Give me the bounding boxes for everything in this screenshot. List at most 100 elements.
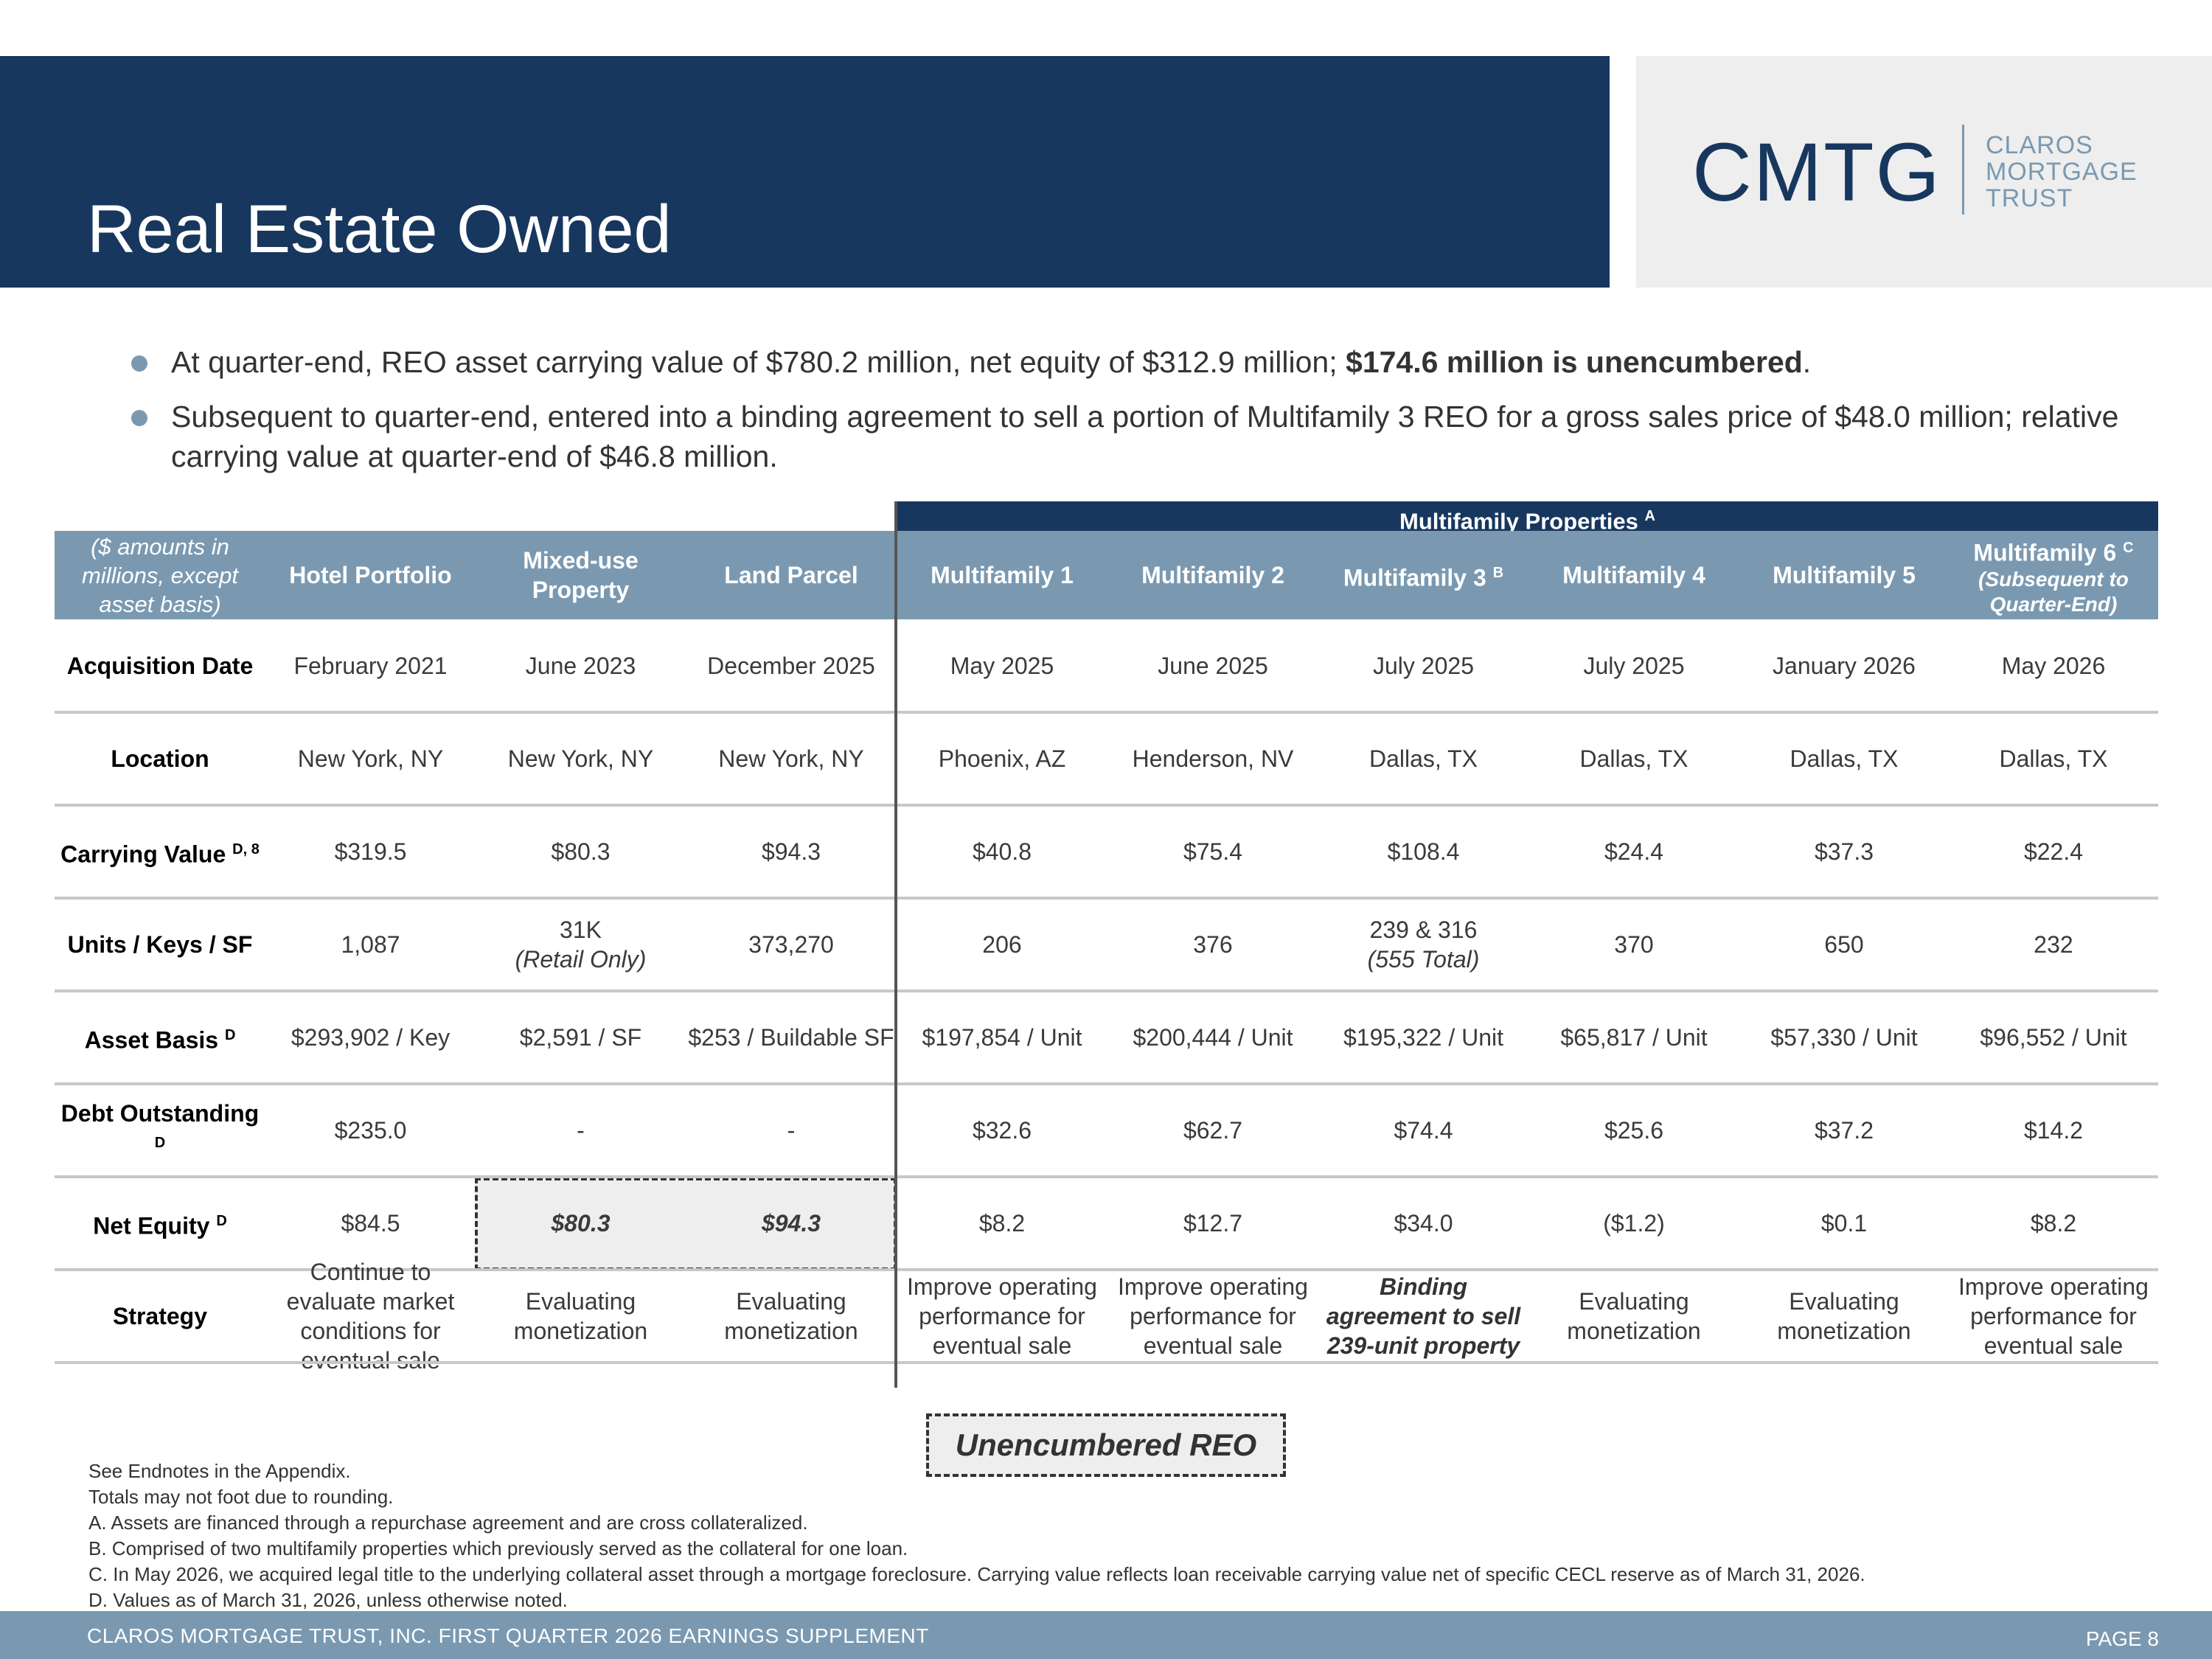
table-cell-content: 206 <box>982 930 1021 959</box>
table-cell-content: Binding agreement to sell 239-unit prope… <box>1318 1272 1528 1360</box>
table-cell-content: $253 / Buildable SF <box>688 1023 894 1052</box>
column-header-text: Multifamily 4 <box>1562 560 1705 590</box>
table-cell-content: Improve operating performance for eventu… <box>897 1272 1107 1360</box>
table-cell-content: New York, NY <box>718 744 863 773</box>
logo-words: CLAROS MORTGAGE TRUST <box>1986 132 2138 212</box>
table-cell: $75.4 <box>1107 805 1318 898</box>
table-cell-content: $235.0 <box>335 1116 407 1145</box>
table-cell: - <box>476 1084 686 1177</box>
table-cell-content: $62.7 <box>1183 1116 1242 1145</box>
row-divider <box>55 1268 2158 1271</box>
table-cell-content: Improve operating performance for eventu… <box>1949 1272 2158 1360</box>
page-title: Real Estate Owned <box>87 192 672 267</box>
row-label-text: Carrying Value D, 8 <box>60 835 260 869</box>
table-cell-content: $24.4 <box>1604 837 1663 866</box>
table-cell-value: $319.5 <box>334 838 407 865</box>
row-divider <box>55 1175 2158 1178</box>
table-cell: $37.2 <box>1739 1084 1949 1177</box>
row-label-sup: D <box>154 1134 166 1151</box>
table-cell: $8.2 <box>897 1177 1107 1270</box>
table-cell-value: 370 <box>1614 931 1654 958</box>
table-cell-content: 370 <box>1614 930 1653 959</box>
table-cell: 206 <box>897 898 1107 991</box>
table-cell-content: $94.3 <box>762 1208 821 1238</box>
row-divider <box>55 804 2158 807</box>
table-cell-value: - <box>577 1117 585 1144</box>
table-cell-content: $74.4 <box>1394 1116 1453 1145</box>
row-label-text: Debt Outstanding D <box>55 1099 265 1163</box>
table-cell: $94.3 <box>686 805 897 898</box>
table-cell: $24.4 <box>1528 805 1739 898</box>
page-number: PAGE 8 <box>2085 1627 2159 1650</box>
column-header-text: Multifamily 1 <box>931 560 1074 590</box>
table-cell-value: $25.6 <box>1604 1117 1664 1144</box>
row-label-sup: D <box>216 1212 227 1229</box>
table-cell-value: 376 <box>1193 931 1233 958</box>
row-divider <box>55 711 2158 714</box>
footnote: B. Comprised of two multifamily properti… <box>88 1537 908 1559</box>
row-label-text: Units / Keys / SF <box>68 930 253 959</box>
column-header: Land Parcel <box>686 531 897 619</box>
table-cell-content: December 2025 <box>707 651 875 681</box>
table-cell: $96,552 / Unit <box>1949 991 2158 1084</box>
table-cell-value: $74.4 <box>1394 1117 1453 1144</box>
table-cell: $235.0 <box>265 1084 476 1177</box>
table-cell-value: $96,552 / Unit <box>1980 1024 2127 1051</box>
column-header: Hotel Portfolio <box>265 531 476 619</box>
table-cell-value: $12.7 <box>1183 1210 1243 1237</box>
column-header-sup: C <box>2123 539 2134 556</box>
table-cell-content: $34.0 <box>1394 1208 1453 1238</box>
table-cell-content: $84.5 <box>341 1208 400 1238</box>
table-cell: $14.2 <box>1949 1084 2158 1177</box>
table-cell-content: $40.8 <box>973 837 1032 866</box>
column-header-label: Multifamily 4 <box>1562 562 1705 588</box>
table-cell: Henderson, NV <box>1107 712 1318 805</box>
table-cell-value: Dallas, TX <box>1790 745 1899 772</box>
column-header-text: Hotel Portfolio <box>289 560 451 590</box>
table-cell-value: May 2025 <box>950 653 1054 679</box>
table-cell-content: $197,854 / Unit <box>922 1023 1082 1052</box>
table-cell: Dallas, TX <box>1318 712 1528 805</box>
table-cell-content: $8.2 <box>2031 1208 2076 1238</box>
table-cell-value: 650 <box>1824 931 1864 958</box>
table-cell-content: July 2025 <box>1584 651 1685 681</box>
table-cell: January 2026 <box>1739 619 1949 712</box>
column-header-text: Multifamily 5 <box>1773 560 1916 590</box>
table-cell: Dallas, TX <box>1949 712 2158 805</box>
column-header-text: Multifamily 6 C (Subsequent to Quarter-En… <box>1949 533 2158 618</box>
table-cell-value: $2,591 / SF <box>519 1024 642 1051</box>
table-cell: $32.6 <box>897 1084 1107 1177</box>
column-header-label: Multifamily 2 <box>1141 562 1284 588</box>
table-cell-content: $80.3 <box>551 1208 610 1238</box>
row-label: Net Equity D <box>55 1177 265 1270</box>
table-cell-content: $80.3 <box>551 837 610 866</box>
row-divider <box>55 1082 2158 1085</box>
table-cell-value: June 2025 <box>1158 653 1268 679</box>
table-cell-value: $197,854 / Unit <box>922 1024 1082 1051</box>
table-cell: $2,591 / SF <box>476 991 686 1084</box>
unencumbered-legend: Unencumbered REO <box>926 1413 1286 1477</box>
table-cell-value: Improve operating performance for eventu… <box>1958 1273 2149 1359</box>
table-cell: May 2025 <box>897 619 1107 712</box>
table-cell: $57,330 / Unit <box>1739 991 1949 1084</box>
table-cell: $34.0 <box>1318 1177 1528 1270</box>
row-label-text: Strategy <box>113 1301 207 1331</box>
table-cell-value: Continue to evaluate market conditions f… <box>286 1259 455 1374</box>
row-label: Units / Keys / SF <box>55 898 265 991</box>
table-cell-value: $80.3 <box>551 1210 611 1237</box>
table-cell-value: $24.4 <box>1604 838 1664 865</box>
table-cell: December 2025 <box>686 619 897 712</box>
table-cell: $8.2 <box>1949 1177 2158 1270</box>
table-cell-content: January 2026 <box>1773 651 1916 681</box>
table-cell-content: July 2025 <box>1373 651 1474 681</box>
logo-word: CLAROS <box>1986 131 2093 159</box>
table-cell-value: Improve operating performance for eventu… <box>907 1273 1097 1359</box>
table-cell: $62.7 <box>1107 1084 1318 1177</box>
table-cell-value: $0.1 <box>1820 1210 1868 1237</box>
table-cell: $319.5 <box>265 805 476 898</box>
table-cell: Binding agreement to sell 239-unit prope… <box>1318 1270 1528 1363</box>
table-cell-value: Evaluating monetization <box>1777 1288 1911 1344</box>
column-header-label: Land Parcel <box>724 562 858 588</box>
column-header-label: Multifamily 6 <box>1973 539 2117 566</box>
table-cell: Improve operating performance for eventu… <box>1949 1270 2158 1363</box>
